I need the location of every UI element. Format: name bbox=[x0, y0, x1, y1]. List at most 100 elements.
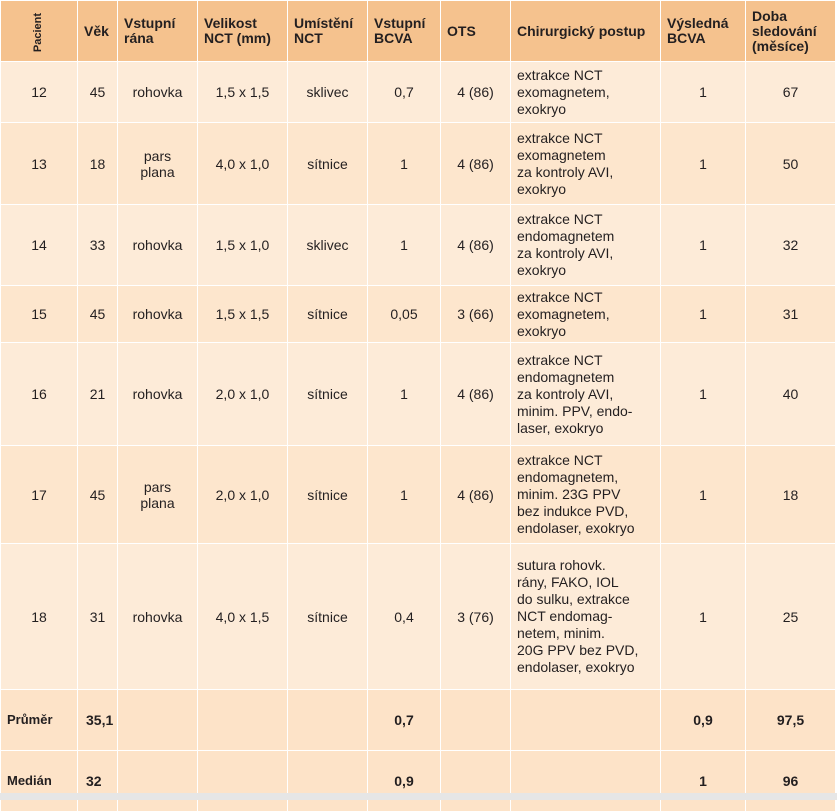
procedure-line: rány, FAKO, IOL bbox=[517, 574, 619, 590]
cell-age: 18 bbox=[77, 122, 118, 205]
table-row: 16 21 rohovka 2,0 x 1,0 sítnice 1 4 (86) extrak… bbox=[0, 342, 836, 446]
header-ots: OTS bbox=[440, 0, 511, 62]
procedure-line: extrakce NCT bbox=[517, 452, 603, 468]
procedure-line: minim. PPV, endo- bbox=[517, 402, 633, 419]
cell-followup: 18 bbox=[745, 445, 836, 544]
cell-bcva-in: 1 bbox=[367, 445, 441, 544]
cell-patient: 16 bbox=[0, 342, 78, 446]
procedure-line: endolaser, exokryo bbox=[517, 520, 635, 536]
cell-location: sítnice bbox=[287, 122, 368, 205]
procedure-line: extrakce NCT bbox=[517, 351, 603, 368]
cell-patient: 13 bbox=[0, 122, 78, 205]
cell-patient: 12 bbox=[0, 61, 78, 123]
procedure-line: endolaser, exokryo bbox=[517, 659, 635, 675]
cell-size: 2,0 x 1,0 bbox=[197, 445, 288, 544]
procedure-line: sutura rohovk. bbox=[517, 557, 606, 573]
procedure-line: exomagnetem, bbox=[517, 305, 610, 322]
header-size: Velikost NCT (mm) bbox=[197, 0, 288, 62]
cell-bcva-out: 1 bbox=[660, 342, 746, 446]
summary-bcva-out: 0,9 bbox=[660, 689, 746, 751]
cell-procedure: extrakce NCT endomagnetem za kontroly AVI,… bbox=[510, 204, 661, 286]
cell-age: 31 bbox=[77, 543, 118, 690]
cell-bcva-in: 1 bbox=[367, 122, 441, 205]
summary-bcva-in: 0,9 bbox=[367, 750, 441, 812]
cell-followup: 50 bbox=[745, 122, 836, 205]
procedure-line: laser, exokryo bbox=[517, 419, 604, 436]
procedure-line: extrakce NCT bbox=[517, 66, 603, 83]
procedure-line: 20G PPV bez PVD, bbox=[517, 642, 639, 658]
cell-procedure: sutura rohovk. rány, FAKO, IOL do sulku, e… bbox=[510, 543, 661, 690]
cell-entry: rohovka bbox=[117, 543, 198, 690]
procedure-line: exokryo bbox=[517, 180, 567, 197]
procedure-line: za kontroly AVI, bbox=[517, 245, 614, 261]
cell-size: 4,0 x 1,5 bbox=[197, 543, 288, 690]
header-bcva-out: Výsledná BCVA bbox=[660, 0, 746, 62]
procedure-line: exomagnetem, bbox=[517, 83, 610, 100]
cell-age: 21 bbox=[77, 342, 118, 446]
summary-row: Medián 32 0,9 1 96 bbox=[0, 750, 836, 812]
cell-age: 45 bbox=[77, 61, 118, 123]
procedure-line: extrakce NCT bbox=[517, 211, 603, 227]
cell-size: 4,0 x 1,0 bbox=[197, 122, 288, 205]
cell-followup: 31 bbox=[745, 285, 836, 343]
cell-entry: pars plana bbox=[117, 122, 198, 205]
header-procedure: Chirurgický postup bbox=[510, 0, 661, 62]
procedure-line: extrakce NCT bbox=[517, 288, 603, 305]
table-row: 12 45 rohovka 1,5 x 1,5 sklivec 0,7 4 (86) extr… bbox=[0, 61, 836, 123]
table-row: 17 45 pars plana 2,0 x 1,0 sítnice 1 4 (86) ext… bbox=[0, 445, 836, 544]
procedure-line: endomagnetem bbox=[517, 228, 615, 244]
header-patient: Pacient bbox=[0, 0, 78, 62]
cell-bcva-out: 1 bbox=[660, 543, 746, 690]
cell-ots: 4 (86) bbox=[440, 445, 511, 544]
cell-age: 33 bbox=[77, 204, 118, 286]
bottom-strip bbox=[0, 793, 837, 800]
header-row: Pacient Věk Vstupní rána Velikost NCT (m… bbox=[0, 0, 836, 62]
summary-empty bbox=[197, 689, 288, 751]
cell-followup: 67 bbox=[745, 61, 836, 123]
cell-bcva-in: 1 bbox=[367, 204, 441, 286]
cell-patient: 14 bbox=[0, 204, 78, 286]
summary-empty bbox=[117, 750, 198, 812]
summary-bcva-out: 1 bbox=[660, 750, 746, 812]
cell-patient: 15 bbox=[0, 285, 78, 343]
header-entry: Vstupní rána bbox=[117, 0, 198, 62]
cell-location: sítnice bbox=[287, 445, 368, 544]
summary-age: 32 bbox=[77, 750, 118, 812]
cell-bcva-out: 1 bbox=[660, 204, 746, 286]
cell-size: 1,5 x 1,5 bbox=[197, 61, 288, 123]
cell-bcva-out: 1 bbox=[660, 61, 746, 123]
table-row: 15 45 rohovka 1,5 x 1,5 sítnice 0,05 3 (66) ext… bbox=[0, 285, 836, 343]
cell-entry: rohovka bbox=[117, 61, 198, 123]
summary-empty bbox=[117, 689, 198, 751]
cell-ots: 4 (86) bbox=[440, 204, 511, 286]
header-location: Umístění NCT bbox=[287, 0, 368, 62]
cell-procedure: extrakce NCT exomagnetem, exokryo bbox=[510, 61, 661, 123]
cell-patient: 18 bbox=[0, 543, 78, 690]
cell-procedure: extrakce NCT endomagnetem, minim. 23G PPV b… bbox=[510, 445, 661, 544]
cell-patient: 17 bbox=[0, 445, 78, 544]
table-row: 18 31 rohovka 4,0 x 1,5 sítnice 0,4 3 (76) sutu… bbox=[0, 543, 836, 690]
cell-size: 2,0 x 1,0 bbox=[197, 342, 288, 446]
summary-empty bbox=[510, 689, 661, 751]
procedure-line: do sulku, extrakce bbox=[517, 591, 630, 607]
cell-ots: 4 (86) bbox=[440, 342, 511, 446]
summary-age: 35,1 bbox=[77, 689, 118, 751]
procedure-line: za kontroly AVI, bbox=[517, 385, 614, 402]
cell-procedure: extrakce NCT exomagnetem, exokryo bbox=[510, 285, 661, 343]
cell-entry: rohovka bbox=[117, 342, 198, 446]
summary-empty bbox=[440, 689, 511, 751]
cell-bcva-in: 0,05 bbox=[367, 285, 441, 343]
cell-ots: 3 (66) bbox=[440, 285, 511, 343]
procedure-line: netem, minim. bbox=[517, 625, 605, 641]
procedure-line: minim. 23G PPV bbox=[517, 486, 621, 502]
cell-followup: 25 bbox=[745, 543, 836, 690]
procedure-line: endomagnetem bbox=[517, 368, 615, 385]
cell-ots: 3 (76) bbox=[440, 543, 511, 690]
procedure-line: za kontroly AVI, bbox=[517, 163, 614, 180]
cell-size: 1,5 x 1,5 bbox=[197, 285, 288, 343]
summary-empty bbox=[287, 689, 368, 751]
cell-size: 1,5 x 1,0 bbox=[197, 204, 288, 286]
cell-location: sklivec bbox=[287, 204, 368, 286]
cell-location: sklivec bbox=[287, 61, 368, 123]
